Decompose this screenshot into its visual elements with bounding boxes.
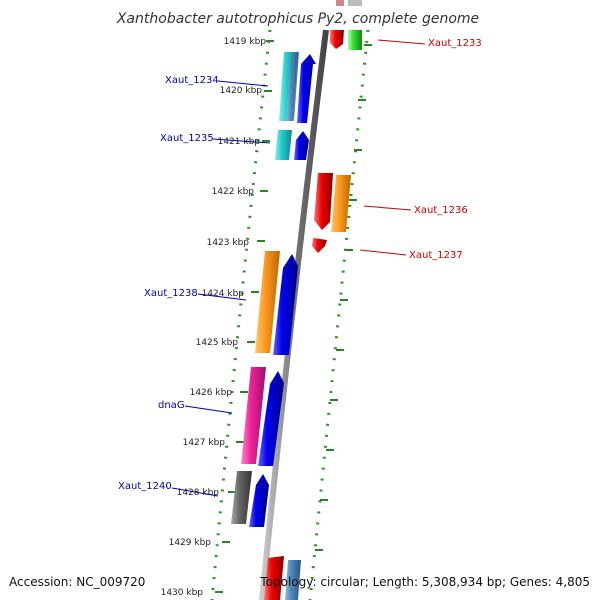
tick-label-1424: 1424 kbp — [202, 289, 245, 299]
tick-label-1426: 1426 kbp — [190, 388, 233, 398]
gene-label-Xaut_1234[interactable]: Xaut_1234 — [165, 75, 219, 86]
right-leader-lines — [359, 39, 426, 256]
gene-label-Xaut_1233[interactable]: Xaut_1233 — [428, 38, 482, 49]
gene-Xaut_1240[interactable] — [231, 471, 269, 527]
gene-label-Xaut_1240[interactable]: Xaut_1240 — [118, 481, 172, 492]
gene-Xaut_1233[interactable] — [330, 0, 362, 50]
gene-label-Xaut_1236[interactable]: Xaut_1236 — [414, 205, 468, 216]
gene-Xaut_1237[interactable] — [312, 238, 327, 253]
gene-label-Xaut_1237[interactable]: Xaut_1237 — [409, 250, 463, 261]
map-title: Xanthobacter autotrophicus Py2, complete… — [116, 11, 479, 27]
gene-label-Xaut_1235[interactable]: Xaut_1235 — [160, 133, 214, 144]
topology-text: Topology: circular; Length: 5,308,934 bp… — [259, 575, 590, 589]
tick-label-1422: 1422 kbp — [212, 187, 255, 197]
gene-bottom-right[interactable] — [264, 556, 301, 600]
gene-dnaG[interactable] — [241, 367, 284, 466]
tick-label-1430: 1430 kbp — [161, 588, 204, 598]
right-tick-marks — [315, 44, 372, 551]
accession-text: Accession: NC_009720 — [9, 575, 145, 589]
left-leader-lines — [171, 80, 271, 497]
tick-label-1423: 1423 kbp — [207, 238, 250, 248]
gene-Xaut_1236[interactable] — [314, 173, 351, 232]
gene-Xaut_1234[interactable] — [279, 52, 316, 123]
tick-label-1425: 1425 kbp — [196, 338, 239, 348]
right-dotted-ring — [308, 29, 370, 600]
tick-label-1420: 1420 kbp — [220, 86, 263, 96]
tick-label-1429: 1429 kbp — [169, 538, 212, 548]
tick-label-1419: 1419 kbp — [224, 37, 267, 47]
tick-marks — [215, 40, 274, 593]
tick-label-1427: 1427 kbp — [183, 438, 226, 448]
tick-label-1421: 1421 kbp — [218, 137, 261, 147]
gene-Xaut_1235[interactable] — [275, 130, 309, 160]
gene-label-dnaG[interactable]: dnaG — [158, 400, 185, 411]
gene-Xaut_1238[interactable] — [255, 251, 298, 355]
gene-label-Xaut_1238[interactable]: Xaut_1238 — [144, 288, 198, 299]
